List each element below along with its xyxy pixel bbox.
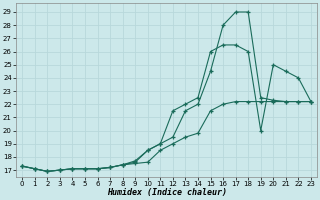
X-axis label: Humidex (Indice chaleur): Humidex (Indice chaleur): [107, 188, 227, 197]
